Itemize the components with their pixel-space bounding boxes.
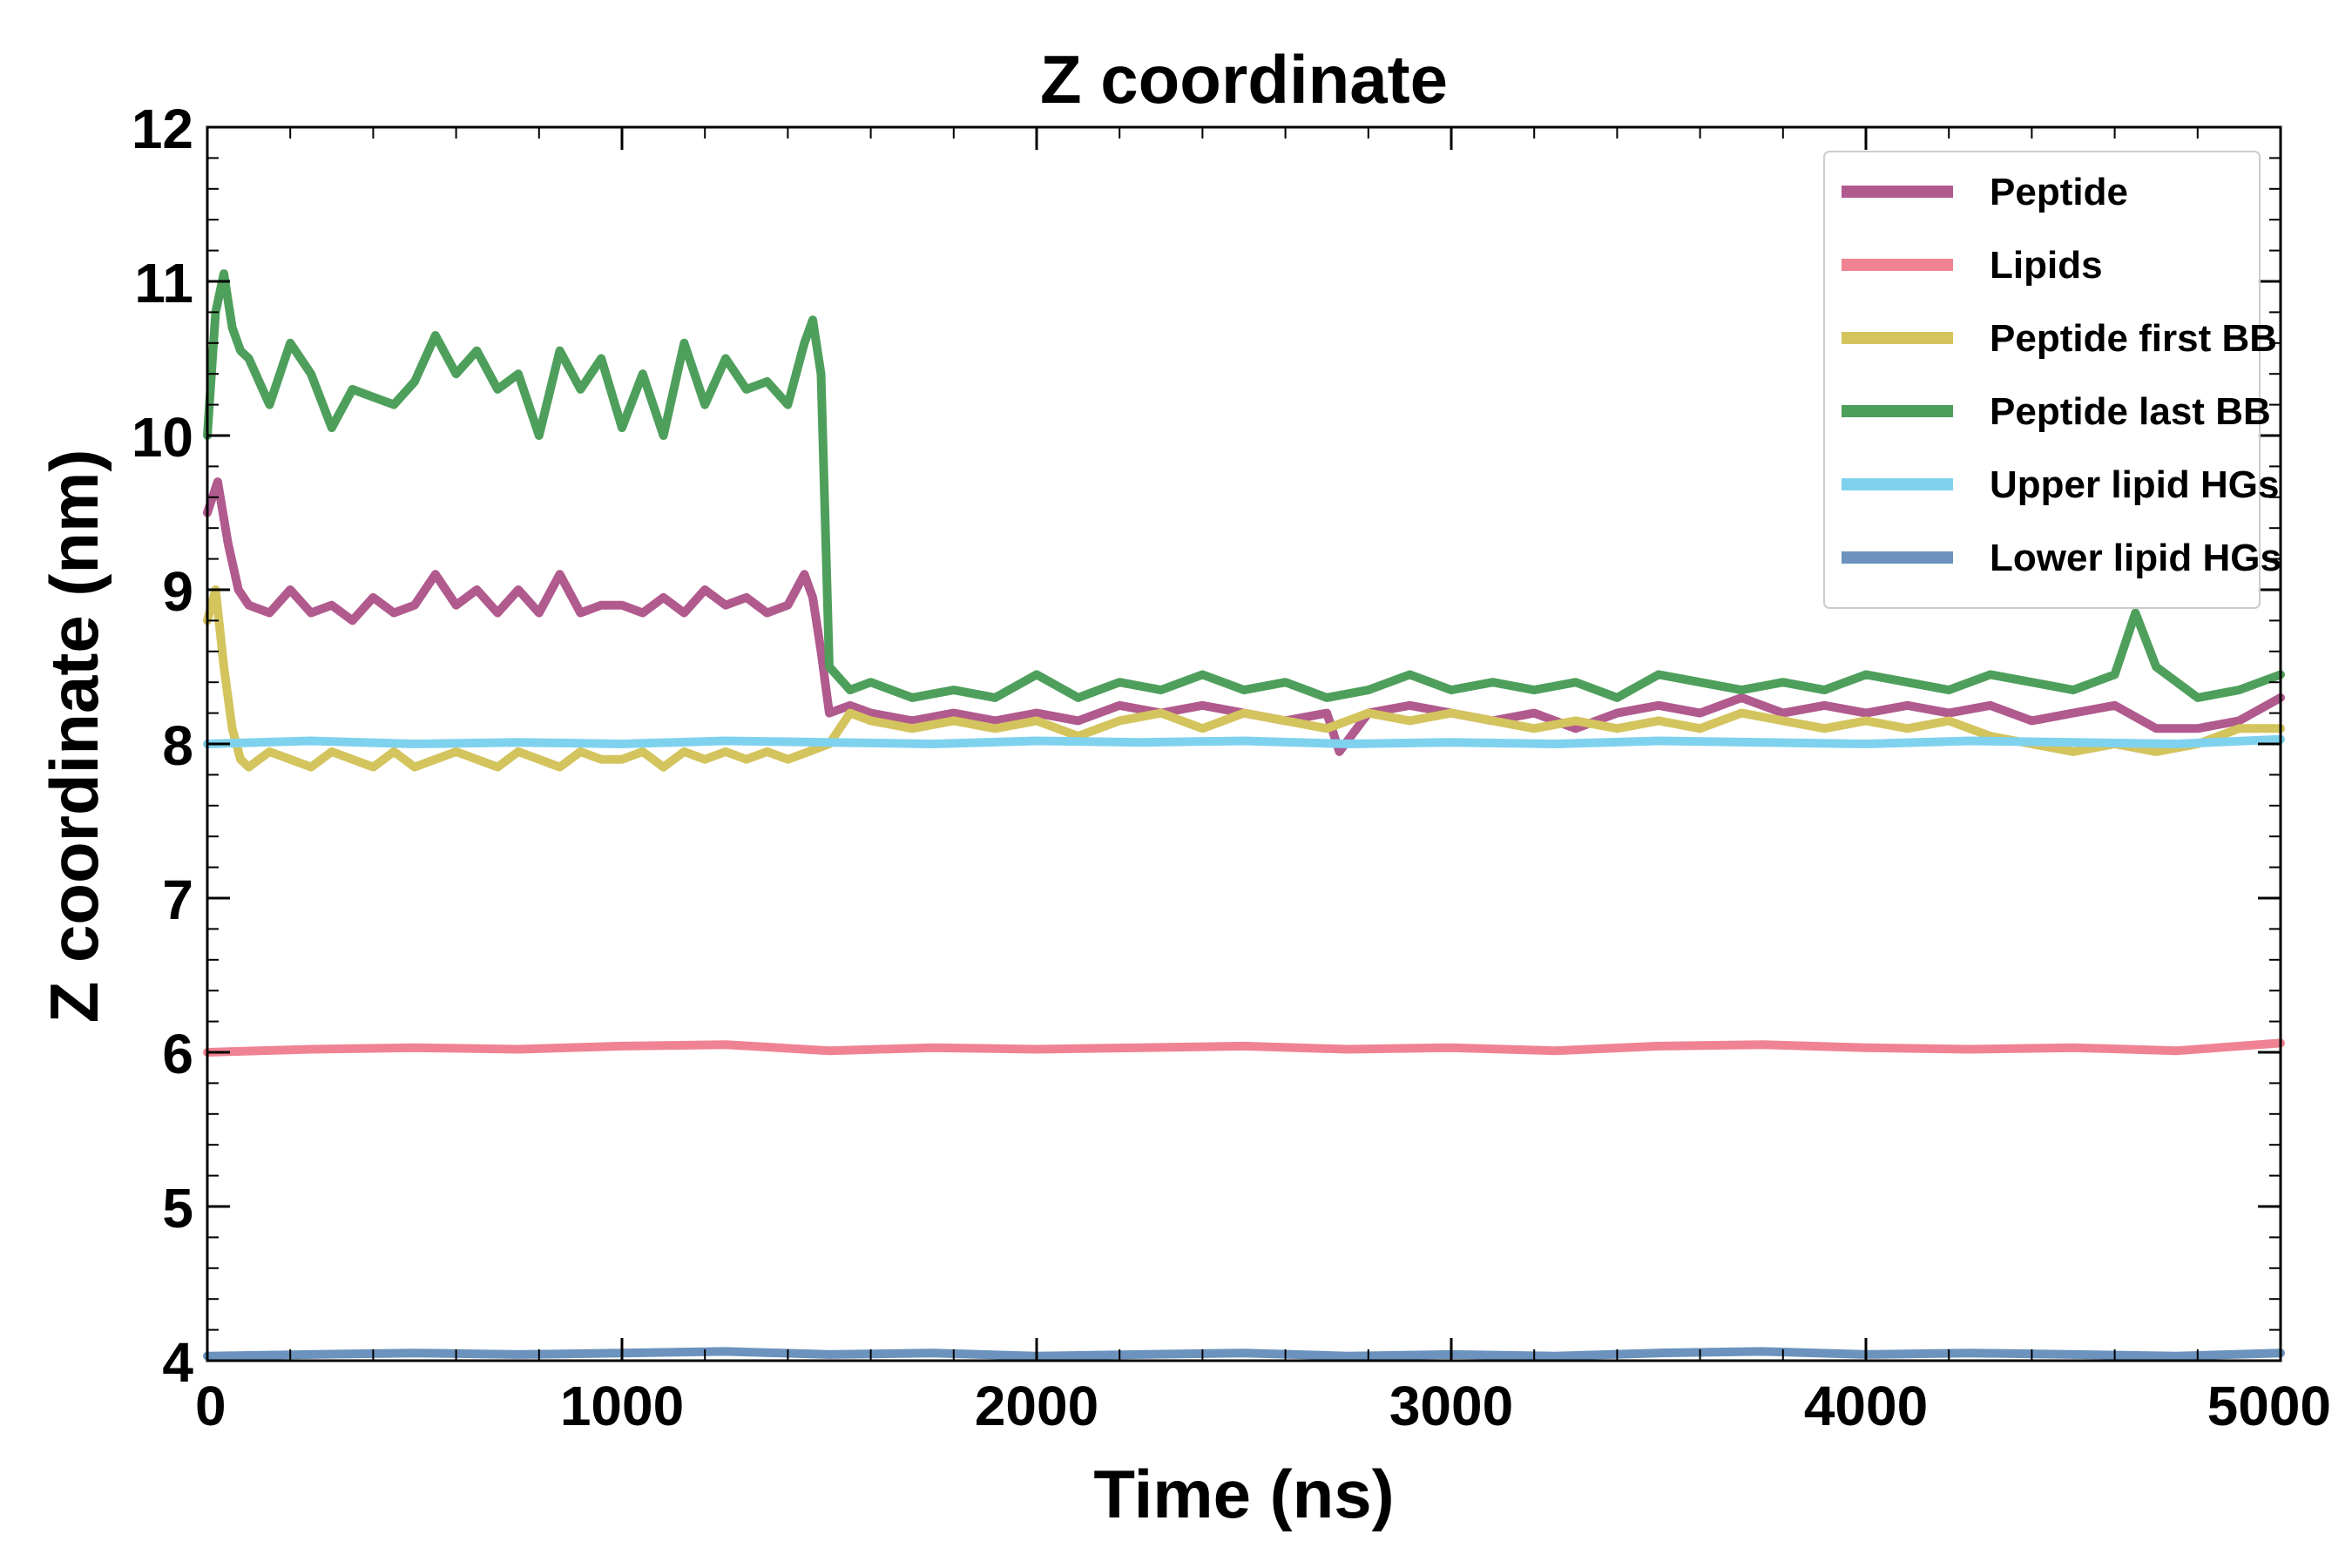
x-tick-label-1: 1000 — [560, 1375, 684, 1437]
legend: Peptide Lipids Peptide first BB Peptide las… — [1823, 151, 2281, 609]
y-tick-label-8: 12 — [132, 98, 193, 160]
x-axis-label: Time (ns) — [1093, 1456, 1394, 1532]
legend-label-5: Lower lipid HGs — [1990, 537, 2281, 579]
legend-label-1: Lipids — [1990, 244, 2103, 287]
x-tick-label-0: 0 — [195, 1375, 226, 1437]
legend-label-3: Peptide last BB — [1990, 390, 2271, 433]
y-tick-label-3: 7 — [162, 868, 193, 931]
y-tick-label-1: 5 — [162, 1177, 193, 1240]
x-tick-label-3: 3000 — [1389, 1375, 1513, 1437]
y-axis-label: Z coordinate (nm) — [36, 449, 112, 1024]
series-line-2 — [203, 585, 2285, 772]
legend-label-2: Peptide first BB — [1990, 317, 2277, 360]
axes-layer: 0 1000 2000 3000 4000 5000 4 5 6 7 8 9 10 11 12 — [132, 98, 2331, 1437]
chart-title: Z coordinate — [1040, 41, 1448, 118]
x-tick-label-5: 5000 — [2207, 1375, 2331, 1437]
x-tick-label-2: 2000 — [975, 1375, 1098, 1437]
series-line-4 — [203, 734, 2285, 748]
y-tick-label-4: 8 — [162, 714, 193, 777]
y-tick-label-5: 9 — [162, 560, 193, 623]
y-tick-label-2: 6 — [162, 1023, 193, 1085]
legend-label-4: Upper lipid HGs — [1990, 463, 2279, 506]
y-tick-label-7: 11 — [134, 252, 193, 314]
series-line-3 — [203, 269, 2285, 702]
y-tick-label-6: 10 — [132, 406, 193, 469]
series-line-1 — [203, 1038, 2285, 1057]
series-line-5 — [203, 1347, 2285, 1361]
y-tick-label-0: 4 — [162, 1331, 193, 1394]
legend-label-0: Peptide — [1990, 171, 2128, 213]
series-layer — [203, 269, 2285, 1361]
x-tick-label-4: 4000 — [1804, 1375, 1928, 1437]
series-line-0 — [203, 477, 2285, 756]
